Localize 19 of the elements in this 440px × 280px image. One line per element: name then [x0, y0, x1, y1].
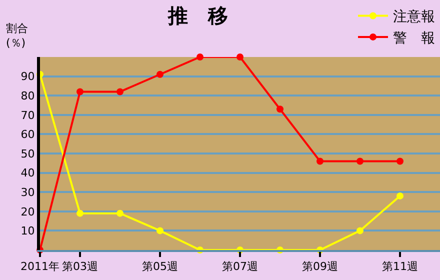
y-tick-label: 80 — [20, 89, 35, 102]
legend-label: 警 報 — [393, 30, 435, 46]
y-tick-label: 70 — [20, 108, 35, 122]
y-tick-label: 90 — [20, 70, 35, 84]
y-tick-label: 50 — [20, 147, 35, 160]
x-tick-label: 第11週 — [382, 260, 418, 274]
y-tick-label: 20 — [20, 205, 35, 218]
legend-label: 注意報 — [393, 9, 435, 26]
y-tick-label: 40 — [20, 166, 35, 180]
x-tick-label: 第03週 — [62, 260, 98, 274]
x-tick-label: 第09週 — [302, 260, 338, 274]
chart-title: 推 移 — [167, 3, 228, 28]
y-tick-label: 10 — [20, 224, 35, 238]
x-tick-label: 第07週 — [222, 260, 258, 274]
x-tick-label: 第05週 — [142, 260, 178, 274]
x-tick-label: 2011年 — [20, 260, 60, 274]
y-tick-label: 30 — [20, 186, 35, 199]
y-tick-label: 60 — [20, 128, 35, 142]
y-axis-title: 割合 (％) — [6, 22, 28, 50]
